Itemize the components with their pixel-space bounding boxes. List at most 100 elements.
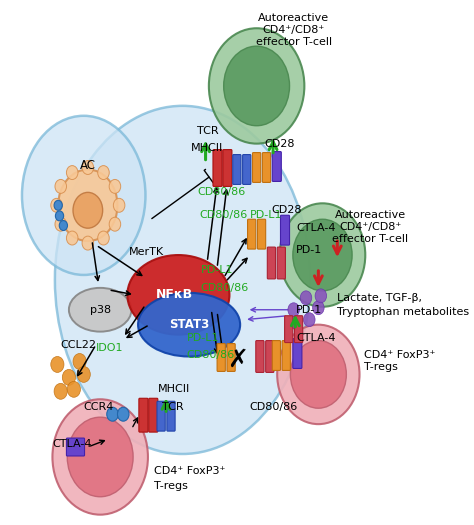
Circle shape [66, 165, 78, 180]
Circle shape [303, 313, 315, 327]
Text: PD-L1: PD-L1 [187, 333, 219, 343]
Text: CD4⁺/CD8⁺: CD4⁺/CD8⁺ [263, 25, 325, 35]
Circle shape [98, 165, 109, 180]
Circle shape [291, 341, 346, 408]
FancyBboxPatch shape [157, 401, 165, 431]
Text: CD28: CD28 [265, 139, 295, 149]
Text: STAT3: STAT3 [169, 318, 209, 331]
FancyBboxPatch shape [263, 153, 271, 182]
Circle shape [109, 217, 121, 231]
FancyBboxPatch shape [243, 154, 251, 184]
Text: Tryptophan metabolites: Tryptophan metabolites [337, 307, 469, 317]
Text: CD4⁺ FoxP3⁺: CD4⁺ FoxP3⁺ [364, 350, 435, 360]
Text: CCR4: CCR4 [84, 402, 114, 412]
Circle shape [82, 236, 93, 250]
Ellipse shape [22, 116, 146, 275]
Text: CD28: CD28 [272, 205, 302, 215]
Circle shape [113, 198, 125, 212]
Text: Autoreactive: Autoreactive [258, 13, 329, 23]
Text: PD-1: PD-1 [296, 304, 322, 315]
Text: PD-1: PD-1 [296, 245, 322, 255]
Ellipse shape [69, 288, 131, 332]
Text: MerTK: MerTK [129, 247, 164, 257]
Ellipse shape [55, 106, 310, 454]
FancyBboxPatch shape [265, 341, 274, 372]
FancyBboxPatch shape [294, 316, 303, 343]
Text: CD80/86: CD80/86 [187, 350, 235, 360]
Text: IDO1: IDO1 [96, 342, 123, 353]
FancyBboxPatch shape [223, 150, 232, 186]
FancyBboxPatch shape [213, 150, 222, 186]
Text: TCR: TCR [162, 402, 183, 412]
Circle shape [277, 324, 359, 424]
FancyBboxPatch shape [293, 339, 302, 369]
Circle shape [288, 303, 300, 317]
Text: CD80/86: CD80/86 [197, 187, 246, 197]
Circle shape [67, 381, 81, 397]
Text: CTLA-4: CTLA-4 [296, 223, 336, 233]
FancyBboxPatch shape [149, 398, 158, 432]
Circle shape [55, 217, 66, 231]
Circle shape [53, 400, 148, 514]
Circle shape [209, 28, 304, 144]
Text: TCR: TCR [197, 125, 219, 135]
Text: CCL22: CCL22 [61, 340, 97, 350]
FancyBboxPatch shape [227, 343, 235, 371]
Text: effector T-cell: effector T-cell [332, 234, 408, 244]
Text: CD80/86: CD80/86 [249, 402, 297, 412]
FancyBboxPatch shape [217, 343, 225, 371]
FancyBboxPatch shape [281, 215, 290, 245]
Ellipse shape [128, 255, 229, 334]
Text: CD4⁺/CD8⁺: CD4⁺/CD8⁺ [339, 222, 401, 232]
Circle shape [280, 203, 365, 307]
Circle shape [77, 366, 91, 382]
Text: CTLA-4: CTLA-4 [296, 333, 336, 343]
FancyBboxPatch shape [256, 341, 264, 372]
Ellipse shape [138, 293, 240, 356]
FancyBboxPatch shape [284, 316, 293, 343]
Circle shape [54, 201, 62, 211]
FancyBboxPatch shape [139, 398, 148, 432]
Text: effector T-cell: effector T-cell [255, 37, 332, 47]
Circle shape [66, 231, 78, 245]
Circle shape [291, 316, 302, 330]
Circle shape [55, 211, 64, 221]
Circle shape [59, 220, 67, 230]
FancyBboxPatch shape [253, 153, 261, 182]
FancyBboxPatch shape [272, 341, 281, 371]
FancyBboxPatch shape [277, 247, 285, 279]
Circle shape [300, 291, 312, 305]
Circle shape [73, 353, 86, 370]
Text: Lactate, TGF-β,: Lactate, TGF-β, [337, 293, 422, 303]
Circle shape [58, 170, 118, 241]
Text: PD-L1: PD-L1 [250, 210, 283, 220]
Circle shape [62, 370, 75, 385]
Text: AC: AC [80, 159, 96, 172]
Text: p38: p38 [90, 304, 111, 315]
Circle shape [98, 231, 109, 245]
Circle shape [293, 219, 352, 291]
Text: Autoreactive: Autoreactive [335, 211, 406, 220]
Circle shape [312, 301, 324, 314]
Circle shape [73, 192, 103, 228]
Circle shape [82, 161, 93, 174]
Circle shape [67, 417, 133, 497]
Circle shape [51, 198, 62, 212]
Text: CD80/86: CD80/86 [201, 283, 249, 293]
Circle shape [315, 289, 327, 303]
Text: PD-L1: PD-L1 [201, 265, 233, 275]
Circle shape [109, 180, 121, 193]
Circle shape [54, 383, 67, 400]
Text: MHCII: MHCII [158, 384, 190, 394]
Text: CD4⁺ FoxP3⁺: CD4⁺ FoxP3⁺ [154, 466, 225, 476]
FancyBboxPatch shape [257, 219, 265, 249]
Circle shape [51, 356, 64, 372]
FancyBboxPatch shape [282, 341, 291, 371]
Text: CD80/86: CD80/86 [199, 210, 247, 220]
Text: ✗: ✗ [227, 348, 248, 372]
Circle shape [107, 407, 118, 421]
FancyBboxPatch shape [267, 247, 275, 279]
FancyBboxPatch shape [233, 154, 241, 184]
Text: CTLA-4: CTLA-4 [53, 439, 92, 449]
Text: NFκB: NFκB [156, 288, 193, 301]
